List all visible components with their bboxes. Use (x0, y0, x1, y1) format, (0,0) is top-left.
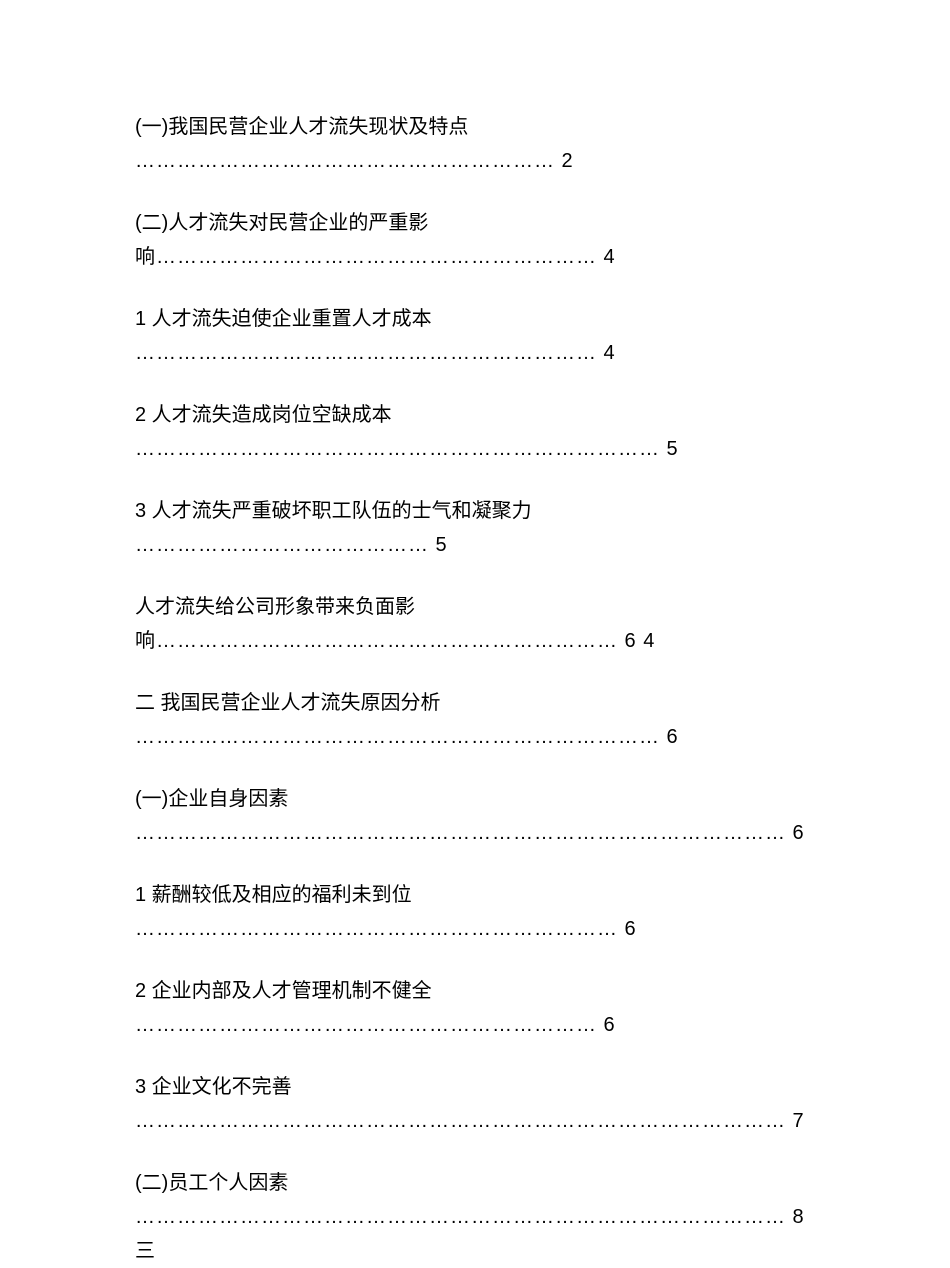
toc-dots: ………………………………………………………………………………… 8 三 (135, 1200, 825, 1268)
toc-entry-2: (二)人才流失对民营企业的严重影 响……………………………………………………… … (135, 206, 825, 274)
toc-entry-9: 1 薪酬较低及相应的福利未到位 …………………………………………………………… … (135, 878, 825, 946)
toc-title: (一)我国民营企业人才流失现状及特点 (135, 110, 825, 144)
toc-title: 2 企业内部及人才管理机制不健全 (135, 974, 825, 1008)
toc-dots: ………………………………………………………… 6 (135, 1008, 825, 1042)
toc-dots: ………………………………………………………………………………… 6 (135, 816, 825, 850)
toc-dots: ………………………………………………………………… 6 (135, 720, 825, 754)
toc-title: 1 人才流失迫使企业重置人才成本 (135, 302, 825, 336)
toc-title: 1 薪酬较低及相应的福利未到位 (135, 878, 825, 912)
toc-title: (二)人才流失对民营企业的严重影 (135, 206, 825, 240)
toc-dots: ………………………………………………………………… 5 (135, 432, 825, 466)
toc-entry-10: 2 企业内部及人才管理机制不健全 ………………………………………………………… … (135, 974, 825, 1042)
toc-title: 二 我国民营企业人才流失原因分析 (135, 686, 825, 720)
toc-dots: …………………………………………………………… 6 (135, 912, 825, 946)
toc-dots: …………………………………………………… 2 (135, 144, 825, 178)
toc-entry-6: 人才流失给公司形象带来负面影 响………………………………………………………… 6… (135, 590, 825, 658)
toc-entry-4: 2 人才流失造成岗位空缺成本 …………………………………………………………………… (135, 398, 825, 466)
toc-title: 人才流失给公司形象带来负面影 (135, 590, 825, 624)
toc-entry-3: 1 人才流失迫使企业重置人才成本 ………………………………………………………… … (135, 302, 825, 370)
toc-dots: 响……………………………………………………… 4 (135, 240, 825, 274)
toc-title: 3 人才流失严重破坏职工队伍的士气和凝聚力 (135, 494, 825, 528)
toc-title: 3 企业文化不完善 (135, 1070, 825, 1104)
toc-entry-12: (二)员工个人因素 ………………………………………………………………………………… (135, 1166, 825, 1268)
toc-entry-1: (一)我国民营企业人才流失现状及特点 …………………………………………………… … (135, 110, 825, 178)
toc-title: (二)员工个人因素 (135, 1166, 825, 1200)
toc-title: (一)企业自身因素 (135, 782, 825, 816)
toc-dots: …………………………………… 5 (135, 528, 825, 562)
toc-entry-8: (一)企业自身因素 ………………………………………………………………………………… (135, 782, 825, 850)
toc-entry-7: 二 我国民营企业人才流失原因分析 ……………………………………………………………… (135, 686, 825, 754)
toc-title: 2 人才流失造成岗位空缺成本 (135, 398, 825, 432)
toc-dots: ………………………………………………………………………………… 7 (135, 1104, 825, 1138)
toc-container: (一)我国民营企业人才流失现状及特点 …………………………………………………… … (135, 110, 825, 1268)
toc-entry-11: 3 企业文化不完善 ………………………………………………………………………………… (135, 1070, 825, 1138)
toc-dots: 响………………………………………………………… 6 4 (135, 624, 825, 658)
toc-dots: ………………………………………………………… 4 (135, 336, 825, 370)
toc-entry-5: 3 人才流失严重破坏职工队伍的士气和凝聚力 …………………………………… 5 (135, 494, 825, 562)
